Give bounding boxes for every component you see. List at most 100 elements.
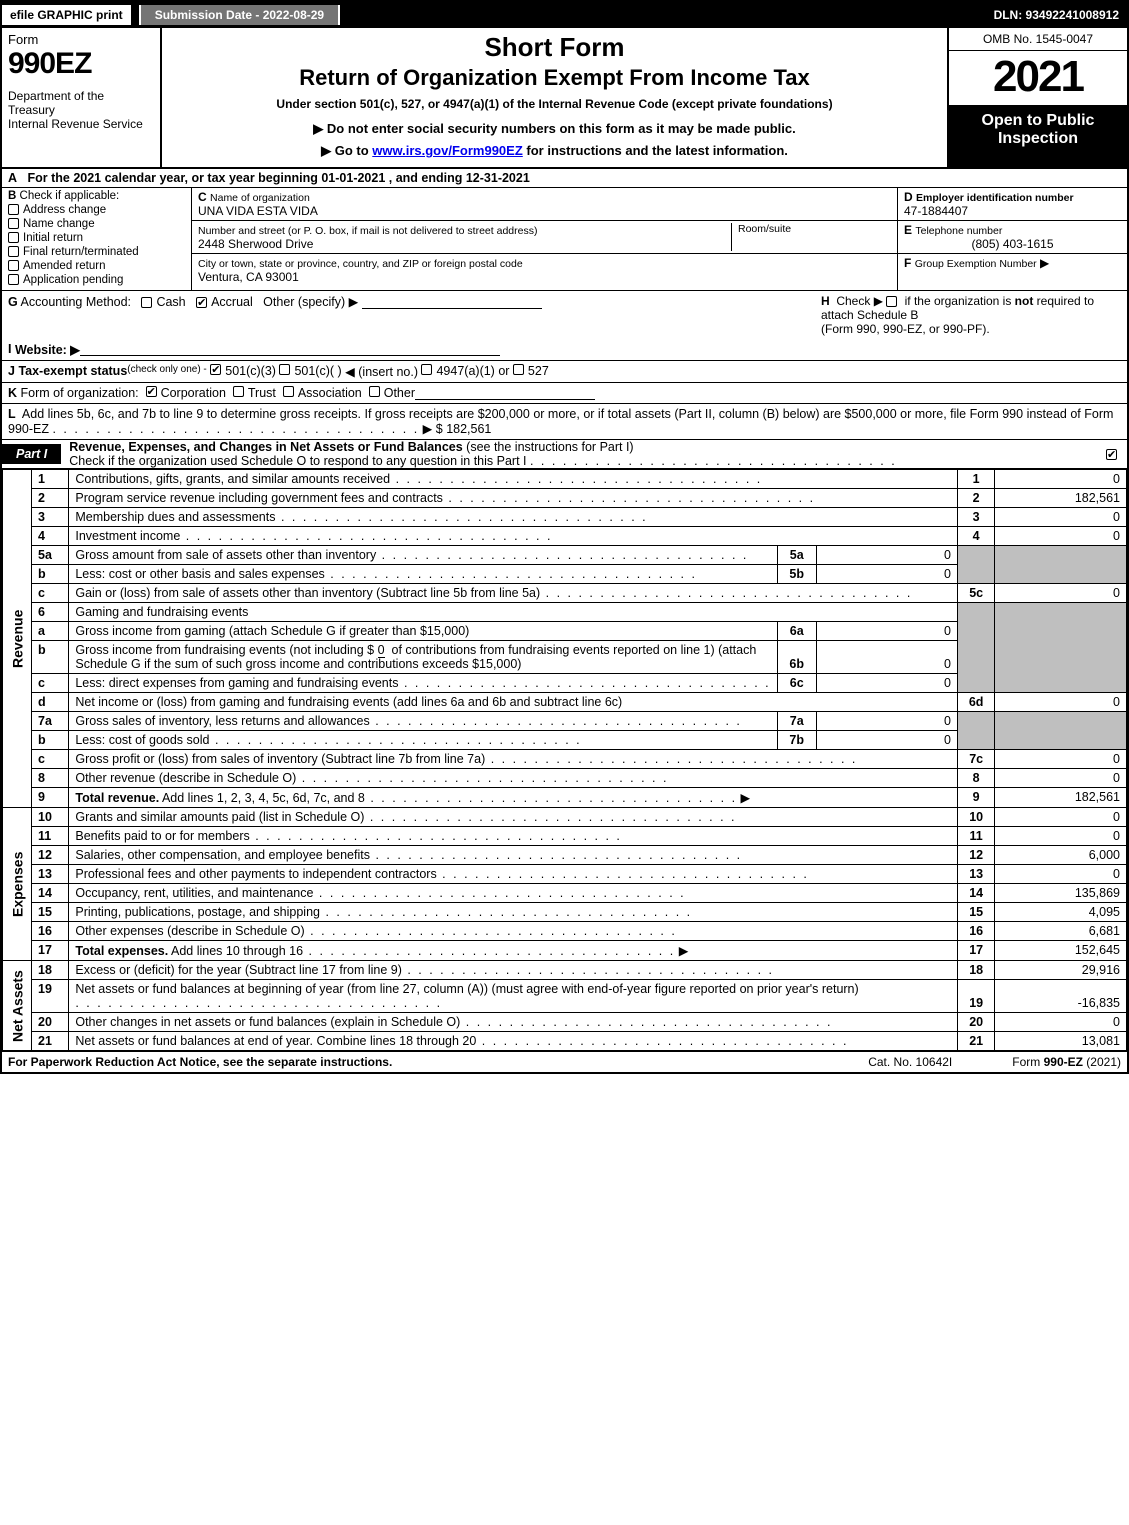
part-i-table: Revenue 1 Contributions, gifts, grants, …: [2, 469, 1127, 1051]
checkbox-icon[interactable]: [369, 386, 380, 397]
checkbox-icon[interactable]: [421, 364, 432, 375]
lead-f: F: [904, 256, 911, 270]
checkbox-icon[interactable]: [210, 364, 221, 375]
line-desc: Program service revenue including govern…: [75, 491, 443, 505]
h-not: not: [1015, 294, 1034, 308]
subline-no: 5b: [777, 565, 816, 584]
checkbox-icon[interactable]: [8, 246, 19, 257]
chk-name-change: Name change: [8, 218, 185, 230]
checkbox-icon[interactable]: [8, 274, 19, 285]
k-other-blank[interactable]: [415, 386, 595, 400]
lead-g: G: [8, 295, 18, 309]
grey-cell: [995, 712, 1127, 750]
h-text1: Check ▶: [836, 294, 883, 308]
k-trust: Trust: [248, 386, 276, 400]
table-row: Expenses 10 Grants and similar amounts p…: [3, 808, 1127, 827]
checkbox-icon[interactable]: [8, 204, 19, 215]
line-val: -16,835: [995, 980, 1127, 1013]
table-row: 16 Other expenses (describe in Schedule …: [3, 922, 1127, 941]
subline-val: 0: [816, 674, 957, 693]
line-val: 0: [995, 769, 1127, 788]
subline-no: 5a: [777, 546, 816, 565]
checkbox-icon[interactable]: [279, 364, 290, 375]
checkbox-icon[interactable]: [233, 386, 244, 397]
goto-note: ▶ Go to www.irs.gov/Form990EZ for instru…: [168, 143, 941, 159]
section-c: C Name of organization UNA VIDA ESTA VID…: [192, 188, 897, 290]
line-no: 6d: [957, 693, 995, 712]
grey-cell: [957, 603, 995, 693]
line-no: 11: [957, 827, 995, 846]
line-no: 5c: [957, 584, 995, 603]
line-desc: Occupancy, rent, utilities, and maintena…: [75, 886, 313, 900]
grey-cell: [995, 603, 1127, 693]
table-row: 3 Membership dues and assessments 3 0: [3, 508, 1127, 527]
line-num: d: [32, 693, 69, 712]
chk-label: Name change: [23, 218, 95, 230]
k-other: Other: [384, 386, 415, 400]
grey-cell: [957, 546, 995, 584]
lead-h: H: [821, 294, 830, 308]
j-sub: (check only one) -: [127, 364, 206, 375]
line-no: 3: [957, 508, 995, 527]
lead-l: L: [8, 407, 16, 421]
line-no: 17: [957, 941, 995, 961]
l-value: 182,561: [446, 422, 491, 436]
table-row: 21 Net assets or fund balances at end of…: [3, 1032, 1127, 1051]
checkbox-icon[interactable]: [146, 386, 157, 397]
line-num: b: [32, 641, 69, 674]
arrow-icon: ▶: [741, 791, 751, 805]
return-title: Return of Organization Exempt From Incom…: [168, 65, 941, 91]
checkbox-icon[interactable]: [8, 260, 19, 271]
k-corp: Corporation: [161, 386, 226, 400]
dots: [402, 963, 774, 977]
website-blank[interactable]: [80, 342, 500, 356]
form-number: 990EZ: [8, 47, 154, 81]
table-row: 7a Gross sales of inventory, less return…: [3, 712, 1127, 731]
lines-g-to-l: G Accounting Method: Cash Accrual Other …: [2, 291, 1127, 440]
k-label: Form of organization:: [21, 386, 139, 400]
header-mid: Short Form Return of Organization Exempt…: [162, 28, 947, 167]
line-val: 182,561: [995, 788, 1127, 808]
b-title: Check if applicable:: [20, 190, 120, 202]
checkbox-icon[interactable]: [8, 218, 19, 229]
lead-a: A: [8, 171, 17, 185]
i-label: Website: ▶: [15, 342, 80, 357]
f-arrow: ▶: [1040, 256, 1049, 270]
line-num: 4: [32, 527, 69, 546]
under-section-text: Under section 501(c), 527, or 4947(a)(1)…: [168, 97, 941, 111]
line-val: 0: [995, 584, 1127, 603]
checkbox-icon[interactable]: [283, 386, 294, 397]
line-desc: Gross sales of inventory, less returns a…: [75, 714, 369, 728]
checkbox-icon[interactable]: [141, 297, 152, 308]
line-val: 29,916: [995, 961, 1127, 980]
dots: [325, 567, 697, 581]
g-other-blank[interactable]: [362, 295, 542, 309]
org-name: UNA VIDA ESTA VIDA: [198, 204, 318, 218]
h-text2: if the organization is: [905, 294, 1015, 308]
line-num: 1: [32, 470, 69, 489]
dots: [296, 771, 668, 785]
line-desc: Less: cost of goods sold: [75, 733, 209, 747]
checkbox-icon[interactable]: [1106, 449, 1117, 460]
org-city: Ventura, CA 93001: [198, 270, 299, 284]
line-desc: Less: direct expenses from gaming and fu…: [75, 676, 398, 690]
subline-no: 7b: [777, 731, 816, 750]
irs-link[interactable]: www.irs.gov/Form990EZ: [372, 143, 523, 158]
line-val: 13,081: [995, 1032, 1127, 1051]
cat-no: Cat. No. 10642I: [868, 1055, 952, 1069]
line-num: 6: [32, 603, 69, 622]
checkbox-icon[interactable]: [513, 364, 524, 375]
checkbox-icon[interactable]: [8, 232, 19, 243]
formver-post: (2021): [1083, 1055, 1121, 1069]
part-i-subline: Check if the organization used Schedule …: [69, 454, 526, 468]
checkbox-icon[interactable]: [196, 297, 207, 308]
line-desc: Other changes in net assets or fund bala…: [75, 1015, 460, 1029]
efile-label: efile GRAPHIC print: [2, 5, 131, 25]
checkbox-icon[interactable]: [886, 296, 897, 307]
grey-cell: [995, 546, 1127, 584]
dots: [52, 422, 419, 436]
j-501c: 501(c)( ): [294, 364, 341, 378]
subline-val: 0: [816, 546, 957, 565]
line-val: 0: [995, 865, 1127, 884]
part-i-tab: Part I: [2, 444, 61, 464]
